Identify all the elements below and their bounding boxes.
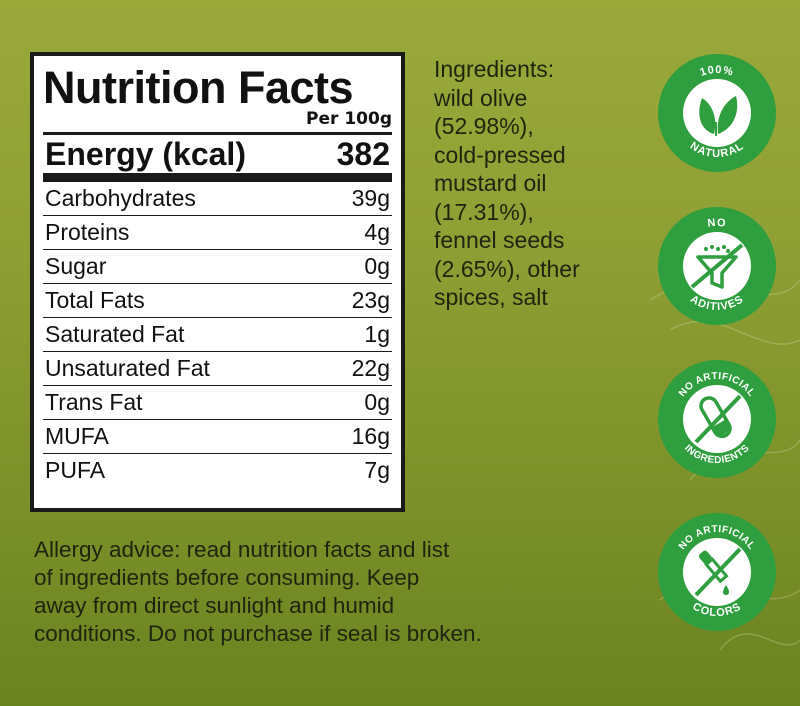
badge-top-text: 100% [699, 64, 735, 79]
test-tube-icon [694, 394, 742, 444]
ingredients-line: (17.31%), [434, 198, 534, 225]
nutrient-row: Carbohydrates 39g [43, 182, 392, 216]
nutrient-label: Total Fats [45, 287, 145, 313]
nutrient-label: PUFA [45, 457, 106, 483]
nutrient-value: 23g [351, 287, 390, 313]
nutrient-row: MUFA 16g [43, 420, 392, 454]
ingredients-line: (2.65%), other [434, 255, 580, 282]
nutrient-value: 39g [351, 185, 390, 211]
nutrient-value: 7g [364, 457, 390, 483]
nutrient-value: 0g [364, 389, 390, 415]
funnel-icon [690, 243, 744, 289]
allergy-line: conditions. Do not purchase if seal is b… [34, 621, 482, 646]
ingredients-line: fennel seeds [434, 227, 565, 253]
nutrient-label: Saturated Fat [45, 321, 185, 347]
ingredients-line: spices, salt [434, 284, 548, 310]
nutrient-value: 1g [364, 321, 390, 347]
nutrition-facts-title: Nutrition Facts [43, 62, 354, 113]
nutrient-value: 4g [364, 219, 390, 245]
badge-bottom-text: COLORS [690, 601, 742, 620]
no-additives-badge: NO ADITIVES [658, 207, 776, 325]
leaves-icon [699, 96, 738, 136]
nutrient-row: Saturated Fat 1g [43, 318, 392, 352]
ingredients-line: wild olive [434, 84, 528, 111]
ingredients-line: Ingredients: [434, 56, 555, 82]
nutrient-value: 16g [351, 423, 390, 449]
energy-value: 382 [336, 136, 390, 172]
thick-divider [43, 173, 392, 182]
ingredients-line: (52.98%), [434, 113, 534, 139]
allergy-line: of ingredients before consuming. Keep [34, 565, 420, 590]
nutrient-label: Trans Fat [45, 389, 143, 415]
nutrient-label: Carbohydrates [45, 185, 196, 211]
nutrient-row: Unsaturated Fat 22g [43, 352, 392, 386]
nutrient-value: 22g [351, 355, 390, 381]
nutrient-label: Proteins [45, 219, 130, 245]
nutrition-facts-panel: Nutrition Facts Per 100g Energy (kcal) 3… [30, 52, 405, 512]
allergy-line: away from direct sunlight and humid [34, 593, 395, 618]
nutrient-row: Sugar 0g [43, 250, 392, 284]
allergy-line: Allergy advice: read nutrition facts and… [34, 537, 450, 562]
nutrient-label: Sugar [45, 253, 107, 279]
dropper-icon [694, 547, 742, 597]
nutrient-label: MUFA [45, 423, 109, 449]
svg-text:COLORS: COLORS [690, 601, 743, 620]
nutrient-label: Unsaturated Fat [45, 355, 210, 381]
no-artificial-colors-badge: NO ARTIFICIAL COLORS [658, 513, 776, 631]
divider [43, 132, 392, 135]
ingredients-text: Ingredients: wild olive (52.98%), cold-p… [434, 55, 634, 312]
nutrient-row: Trans Fat 0g [43, 386, 392, 420]
nutrient-row: Total Fats 23g [43, 284, 392, 318]
svg-text:100%: 100% [699, 64, 736, 79]
nutrient-value: 0g [364, 253, 390, 279]
nutrient-row: PUFA 7g [43, 454, 392, 487]
allergy-advice: Allergy advice: read nutrition facts and… [34, 536, 594, 648]
energy-label: Energy (kcal) [45, 136, 246, 172]
natural-badge: 100% NATURAL [658, 54, 776, 172]
ingredients-line: mustard oil [434, 170, 547, 196]
nutrient-table: Carbohydrates 39g Proteins 4g Sugar 0g Tota… [43, 182, 392, 487]
nutrient-row: Proteins 4g [43, 216, 392, 250]
ingredients-line: cold-pressed [434, 141, 566, 168]
no-artificial-ingredients-badge: NO ARTIFICIAL INGREDIENTS [658, 360, 776, 478]
per-serving-label: Per 100g [306, 109, 392, 129]
energy-row: Energy (kcal) 382 [43, 135, 392, 173]
